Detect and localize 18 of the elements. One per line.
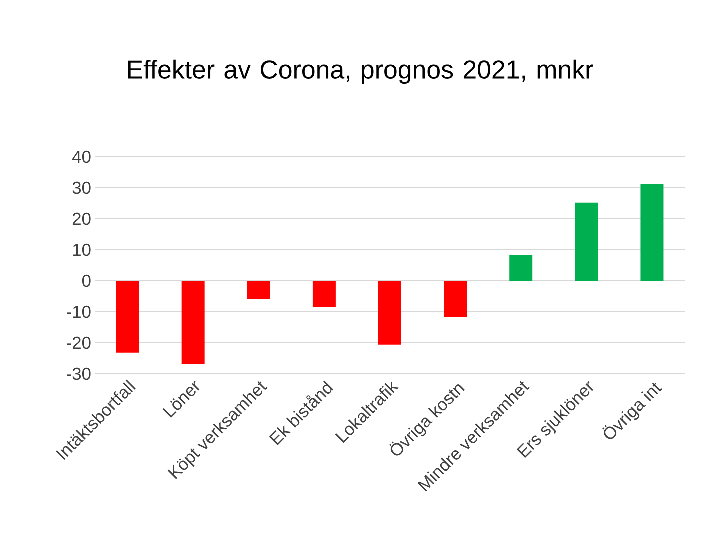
y-tick-label: 0 (82, 274, 91, 288)
y-tick-label: 40 (72, 150, 91, 164)
y-tick-label: 20 (72, 212, 91, 226)
bar (182, 281, 205, 364)
y-tick-label: 30 (72, 182, 91, 194)
y-tick-label: 10 (73, 244, 91, 256)
bar (378, 281, 402, 345)
bar (247, 281, 270, 299)
bar (312, 281, 336, 308)
chart-title: Effekter av Corona, prognos 2021, mnkr (128, 60, 594, 84)
y-tick-label: -20 (67, 336, 91, 350)
bar (444, 281, 468, 317)
bar (575, 202, 598, 281)
bar (510, 254, 533, 281)
bar (640, 184, 664, 281)
bar (116, 281, 140, 353)
y-tick-label: -30 (67, 368, 91, 380)
y-tick-label: -10 (67, 306, 91, 318)
